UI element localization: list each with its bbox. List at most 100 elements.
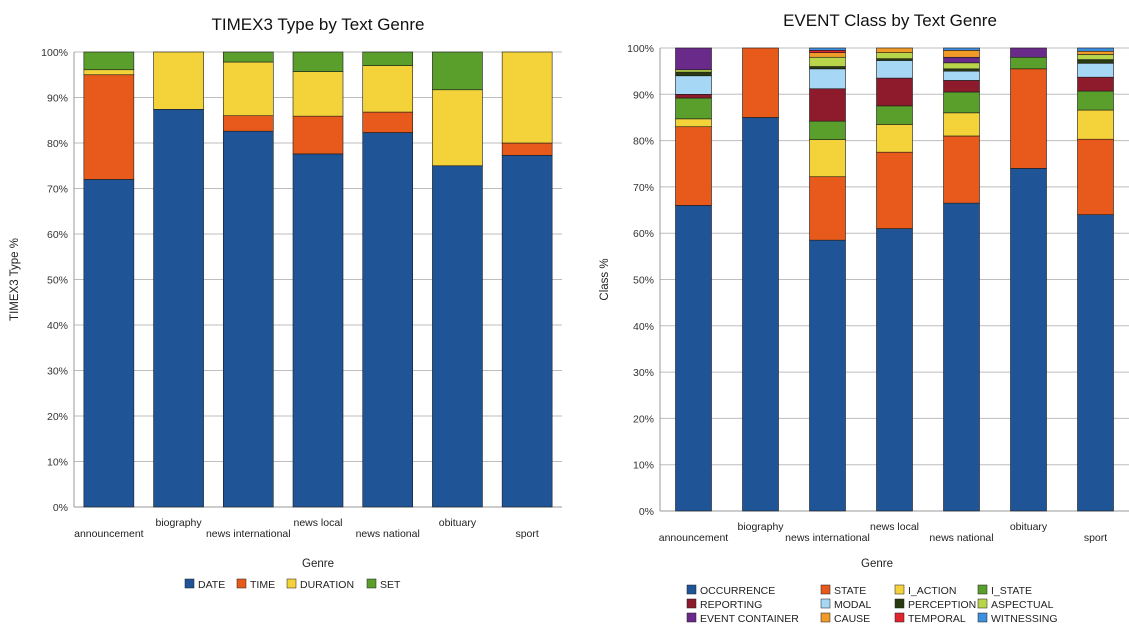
bar-segment-news-national-perception <box>943 68 980 72</box>
bar-segment-announcement-time <box>83 74 135 180</box>
bar-segment-news-international-date <box>222 130 274 508</box>
bar-segment-sport-reporting <box>1077 76 1114 92</box>
y-tick-label: 30% <box>633 367 654 379</box>
bar-segment-news-national-date <box>362 132 414 508</box>
bar-segment-sport-witnessing <box>1077 47 1114 52</box>
bar-segment-obituary-i-state <box>1010 56 1047 70</box>
legend-label-date: DATE <box>198 579 225 591</box>
bar-segment-sport-perception <box>1077 59 1114 64</box>
bar-segment-obituary-date <box>432 165 483 508</box>
y-tick-label: 100% <box>627 43 654 55</box>
bar-segment-news-national-event-container <box>943 56 980 64</box>
bar-segment-news-local-state <box>876 151 913 229</box>
bar-segment-news-national-state <box>943 135 980 204</box>
legend-swatch-aspectual <box>977 598 988 609</box>
chart-title: EVENT Class by Text Genre <box>783 11 997 30</box>
bar-segment-announcement-aspectual <box>675 69 712 73</box>
bar-segment-announcement-duration <box>83 69 135 76</box>
bar-segment-sport-occurrence <box>1077 214 1114 512</box>
x-axis-label: Genre <box>861 558 893 570</box>
bar-segment-news-international-occurrence <box>809 239 846 512</box>
bar-segment-news-local-cause <box>876 47 913 53</box>
legend-label-witnessing: WITNESSING <box>991 613 1058 625</box>
bar-segment-announcement-reporting <box>675 94 712 99</box>
bar-segment-news-local-occurrence <box>876 228 913 512</box>
bar-segment-news-national-witnessing <box>943 47 980 51</box>
bar-segment-sport-state <box>1077 138 1114 215</box>
bar-segment-news-local-aspectual <box>876 52 913 59</box>
y-axis-label: TIMEX3 Type % <box>9 238 21 321</box>
bar-segment-news-international-modal <box>809 68 846 90</box>
x-tick-label: news national <box>356 528 420 540</box>
bar-segment-news-national-modal <box>943 70 980 81</box>
legend-label-cause: CAUSE <box>834 613 870 625</box>
bar-segment-news-international-witnessing <box>809 47 846 51</box>
legend-swatch-i-state <box>977 584 988 595</box>
bar-segment-news-international-temporal <box>809 50 846 53</box>
bar-segment-announcement-state <box>675 126 712 206</box>
bar-segment-news-national-time <box>362 111 414 133</box>
x-tick-label: announcement <box>74 528 144 540</box>
bar-segment-news-international-cause <box>809 52 846 58</box>
y-tick-label: 0% <box>639 506 654 518</box>
legend-label-duration: DURATION <box>300 579 354 591</box>
bar-segment-news-national-i-state <box>943 91 980 114</box>
y-tick-label: 60% <box>47 229 68 241</box>
y-tick-label: 80% <box>47 138 68 150</box>
y-tick-label: 80% <box>633 136 654 148</box>
bar-segment-obituary-set <box>432 51 483 91</box>
legend-swatch-date <box>184 578 195 589</box>
bar-segment-news-international-state <box>809 176 846 241</box>
legend-swatch-event-container <box>686 612 697 623</box>
legend-label-aspectual: ASPECTUAL <box>991 599 1054 611</box>
bar-segment-news-local-duration <box>292 71 344 117</box>
legend-swatch-modal <box>820 598 831 609</box>
x-tick-label: news local <box>870 521 919 533</box>
legend-label-i-state: I_STATE <box>991 585 1032 597</box>
legend-swatch-i-action <box>894 584 905 595</box>
bar-segment-news-international-aspectual <box>809 56 846 67</box>
y-tick-label: 70% <box>633 182 654 194</box>
bar-segment-news-international-i-state <box>809 120 846 140</box>
bar-segment-news-national-cause <box>943 50 980 58</box>
bar-segment-announcement-occurrence <box>675 205 712 512</box>
bars <box>675 47 1114 512</box>
bar-segment-announcement-perception <box>675 71 712 77</box>
x-tick-label: announcement <box>659 532 729 544</box>
legend-label-modal: MODAL <box>834 599 872 611</box>
bar-segment-news-local-date <box>292 153 344 508</box>
legend-swatch-occurrence <box>686 584 697 595</box>
y-tick-label: 10% <box>633 460 654 472</box>
x-tick-label: sport <box>515 528 538 540</box>
legend: DATE TIME DURATION SET <box>184 578 401 591</box>
bar-segment-sport-aspectual <box>1077 54 1114 60</box>
bar-segment-news-local-modal <box>876 60 913 79</box>
event-class-chart: EVENT Class by Text Genre 0% 10% 20% 30% 40% 5… <box>599 11 1129 625</box>
bar-segment-news-local-i-action <box>876 124 913 153</box>
bar-segment-news-international-time <box>222 115 274 132</box>
legend-swatch-set <box>366 578 377 589</box>
bar-segment-news-national-reporting <box>943 80 980 93</box>
legend-label-reporting: REPORTING <box>700 599 762 611</box>
y-tick-label: 70% <box>47 184 68 196</box>
legend-label-temporal: TEMPORAL <box>908 613 966 625</box>
legend-swatch-witnessing <box>977 612 988 623</box>
x-tick-label: sport <box>1084 532 1107 544</box>
legend-swatch-reporting <box>686 598 697 609</box>
x-tick-label: biography <box>737 521 784 533</box>
legend-label-event-container: EVENT CONTAINER <box>700 613 799 625</box>
bar-segment-biography-date <box>153 109 204 508</box>
bar-segment-news-local-i-state <box>876 105 913 125</box>
bar-segment-announcement-i-state <box>675 97 712 120</box>
legend-label-time: TIME <box>250 579 275 591</box>
legend-swatch-state <box>820 584 831 595</box>
bar-segment-sport-i-state <box>1077 90 1114 111</box>
bar-segment-sport-date <box>501 154 553 508</box>
legend-swatch-temporal <box>894 612 905 623</box>
y-tick-label: 60% <box>633 228 654 240</box>
bar-segment-news-international-perception <box>809 66 846 70</box>
x-tick-label: news local <box>293 517 342 529</box>
legend-label-i-action: I_ACTION <box>908 585 956 597</box>
bar-segment-news-international-duration <box>222 61 274 116</box>
